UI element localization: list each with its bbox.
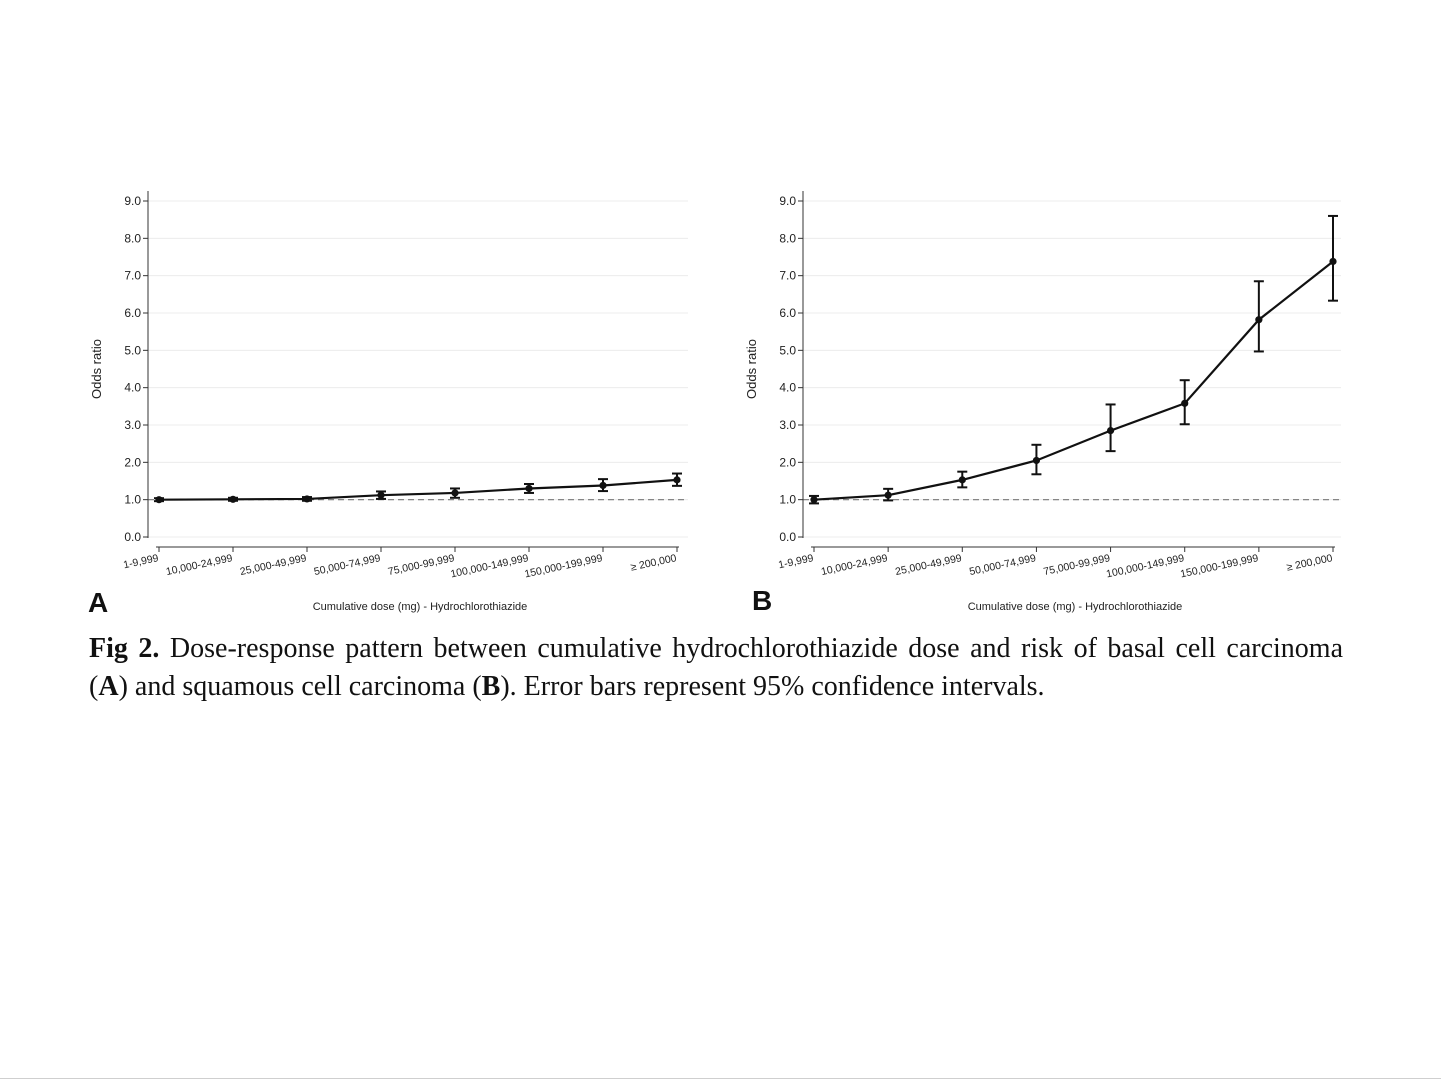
y-axis-label: Odds ratio: [89, 339, 104, 399]
x-tick-label: ≥ 200,000: [630, 552, 678, 573]
y-tick-label: 9.0: [124, 194, 141, 208]
figure-caption: Fig 2. Dose-response pattern between cum…: [89, 630, 1343, 706]
data-point: [1329, 257, 1337, 266]
x-axis-label: Cumulative dose (mg) - Hydrochlorothiazi…: [313, 601, 528, 613]
y-tick-label: 4.0: [124, 381, 141, 395]
data-point: [673, 476, 681, 484]
x-tick-label: 100,000-149,999: [1105, 552, 1185, 580]
caption-fig-label: Fig 2.: [89, 633, 160, 664]
data-point: [599, 481, 607, 490]
caption-text-3: ). Error bars represent 95% confidence i…: [500, 671, 1045, 702]
x-tick-label: 75,000-99,999: [1042, 552, 1111, 578]
data-point: [1255, 316, 1263, 324]
data-point: [155, 496, 163, 504]
x-tick-label: 50,000-74,999: [313, 552, 382, 578]
y-tick-label: 2.0: [779, 455, 796, 469]
y-tick-label: 7.0: [779, 269, 796, 283]
caption-text-1: Dose-response pattern between cumulative…: [89, 633, 1343, 702]
x-tick-label: 100,000-149,999: [449, 552, 529, 580]
chart-panel-b: 0.0 1.0 2.0 3.0 4.0 5.0 6.0 7.0 8.0 9.0 1-9,999 10,…: [744, 191, 1341, 616]
y-tick-label: 0.0: [779, 530, 796, 544]
panel-label: B: [752, 585, 772, 616]
y-tick-label: 7.0: [124, 269, 141, 283]
x-tick-label: ≥ 200,000: [1286, 552, 1334, 573]
y-tick-label: 3.0: [779, 418, 796, 432]
y-tick-label: 9.0: [779, 194, 796, 208]
y-tick-label: 1.0: [779, 493, 796, 507]
y-axis-label: Odds ratio: [744, 339, 759, 399]
x-tick-label: 25,000-49,999: [239, 552, 308, 578]
caption-bold-b: B: [481, 671, 501, 702]
data-point: [810, 496, 818, 504]
x-axis-label: Cumulative dose (mg) - Hydrochlorothiazi…: [968, 601, 1183, 613]
y-tick-label: 5.0: [124, 343, 141, 357]
y-tick-label: 8.0: [124, 231, 141, 245]
y-tick-label: 1.0: [124, 493, 141, 507]
x-tick-label: 1-9,999: [122, 552, 159, 571]
data-point: [1181, 399, 1189, 407]
x-tick-label: 50,000-74,999: [968, 552, 1037, 578]
x-tick-label: 10,000-24,999: [820, 552, 889, 578]
y-tick-label: 4.0: [779, 381, 796, 395]
data-point: [303, 495, 311, 503]
y-tick-label: 5.0: [779, 343, 796, 357]
series-line: [813, 260, 1334, 501]
x-tick-label: 150,000-199,999: [1179, 552, 1259, 580]
x-tick-label: 10,000-24,999: [165, 552, 234, 578]
data-point: [958, 476, 966, 484]
data-point: [229, 495, 237, 503]
caption-bold-a: A: [98, 671, 119, 702]
x-tick-label: 75,000-99,999: [387, 552, 456, 578]
data-point: [525, 484, 533, 493]
y-tick-label: 3.0: [124, 418, 141, 432]
x-tick-label: 25,000-49,999: [894, 552, 963, 578]
y-tick-label: 6.0: [779, 306, 796, 320]
data-point: [451, 489, 459, 497]
y-tick-label: 0.0: [124, 530, 141, 544]
data-point: [377, 491, 385, 499]
caption-text-2: ) and squamous cell carcinoma (: [118, 671, 482, 702]
x-tick-label: 150,000-199,999: [523, 552, 603, 580]
x-tick-label: 1-9,999: [777, 552, 814, 571]
chart-panel-a: 0.0 1.0 2.0 3.0 4.0 5.0 6.0 7.0 8.0 9.0 1-9,999 10,…: [88, 191, 688, 618]
bottom-divider: [0, 1078, 1441, 1079]
y-tick-label: 8.0: [779, 231, 796, 245]
y-tick-label: 6.0: [124, 306, 141, 320]
data-point: [1032, 456, 1041, 465]
y-tick-label: 2.0: [124, 455, 141, 469]
data-point: [884, 491, 892, 499]
data-point: [1106, 427, 1115, 435]
panel-label: A: [88, 587, 108, 618]
series-line: [158, 478, 678, 501]
